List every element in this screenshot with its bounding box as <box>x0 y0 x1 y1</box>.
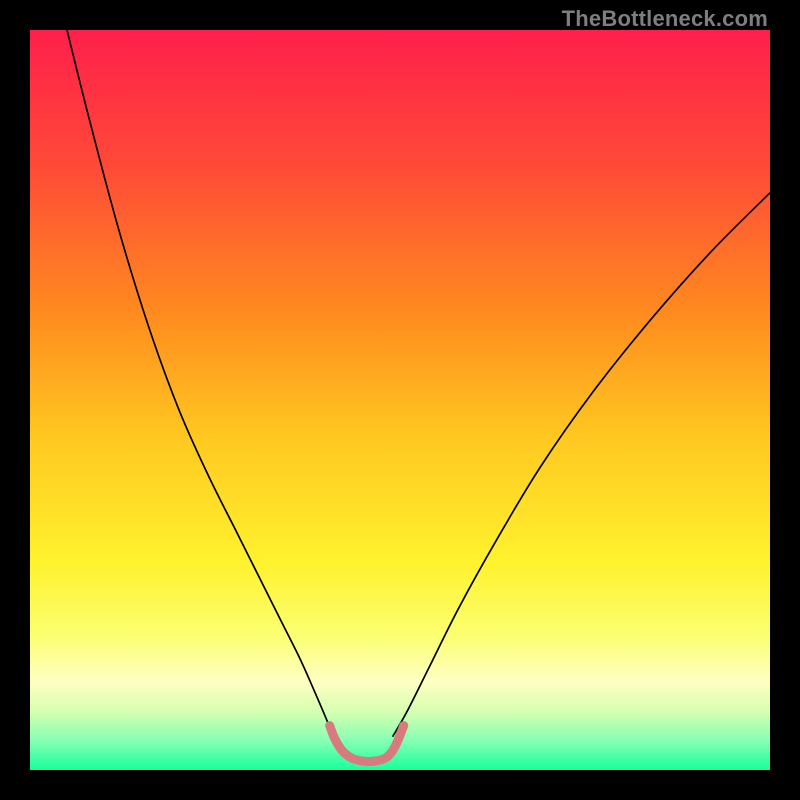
gradient-background <box>30 30 770 770</box>
chart-frame: TheBottleneck.com <box>0 0 800 800</box>
plot-area <box>30 30 770 770</box>
watermark-text: TheBottleneck.com <box>562 6 768 32</box>
chart-svg <box>30 30 770 770</box>
